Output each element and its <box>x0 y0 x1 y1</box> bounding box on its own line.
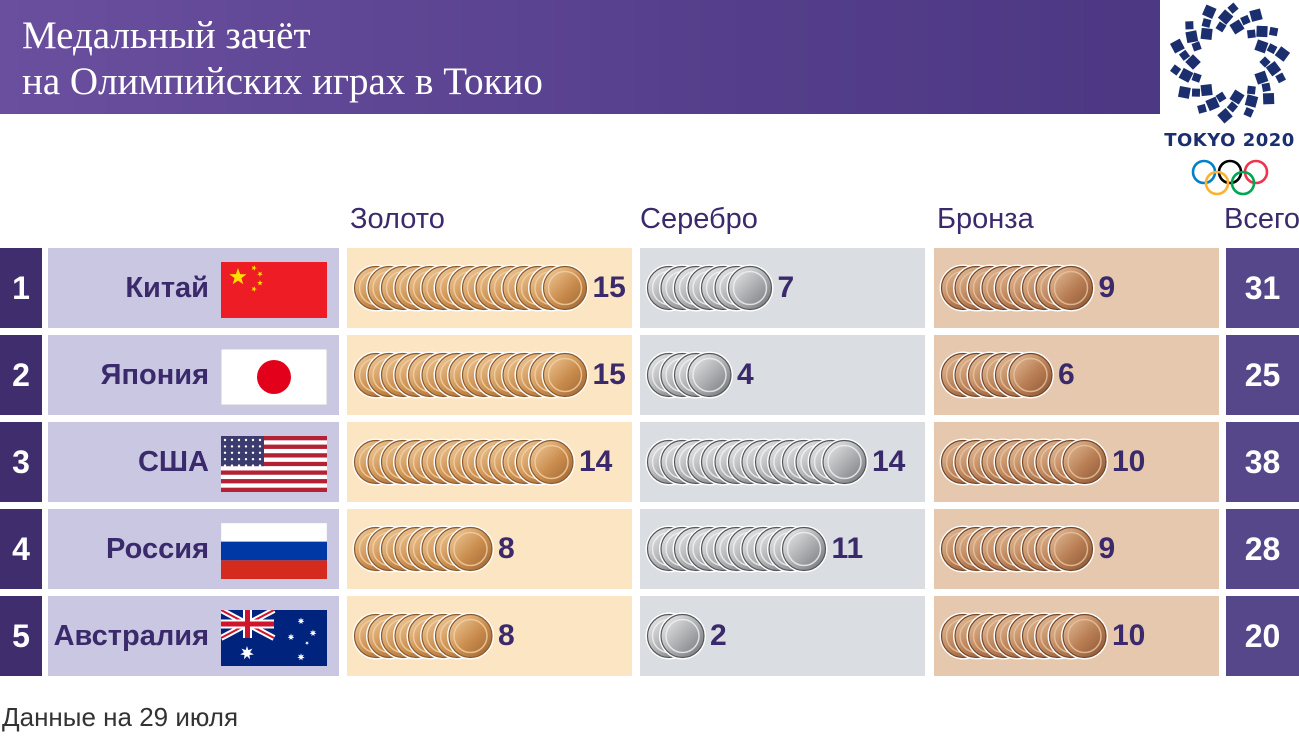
column-header-silver: Серебро <box>640 203 758 235</box>
bronze-count: 9 <box>1098 532 1116 565</box>
australia-flag-icon <box>221 610 327 666</box>
bronze-medal <box>1061 438 1108 486</box>
silver-cell: 11 <box>640 509 925 589</box>
total-cell: 31 <box>1226 248 1299 328</box>
silver-cell: 14 <box>640 422 925 502</box>
silver-count: 2 <box>710 619 727 652</box>
gold-medal-stack <box>352 525 494 573</box>
bronze-cell: 6 <box>934 335 1219 415</box>
total-cell: 20 <box>1226 596 1299 676</box>
country-name: Япония <box>100 358 209 391</box>
total-cell: 28 <box>1226 509 1299 589</box>
silver-medal-stack <box>645 525 828 573</box>
bronze-cell: 10 <box>934 596 1219 676</box>
country-name: Китай <box>125 271 209 304</box>
bronze-count: 10 <box>1112 619 1146 652</box>
bronze-medal-stack <box>939 351 1054 399</box>
silver-count: 4 <box>737 358 754 391</box>
gold-count: 8 <box>498 619 515 652</box>
silver-medal-stack <box>645 264 774 312</box>
gold-medal <box>541 351 589 399</box>
bronze-medal-stack <box>939 525 1095 573</box>
gold-medal <box>541 264 589 312</box>
country-cell: Китай <box>48 248 339 328</box>
country-name: Австралия <box>53 619 209 652</box>
bronze-cell: 9 <box>934 509 1219 589</box>
bronze-medal <box>1047 264 1095 312</box>
silver-medal-stack <box>645 351 733 399</box>
silver-medal <box>780 525 828 573</box>
gold-cell: 15 <box>347 335 632 415</box>
russia-flag-icon <box>221 523 327 579</box>
gold-cell: 8 <box>347 596 632 676</box>
silver-cell: 7 <box>640 248 925 328</box>
gold-count: 15 <box>592 358 626 391</box>
silver-medal <box>686 351 733 399</box>
country-cell: США <box>48 422 339 502</box>
column-header-bronze: Бронза <box>937 203 1034 235</box>
silver-count: 11 <box>831 532 864 565</box>
gold-cell: 8 <box>347 509 632 589</box>
tokyo-2020-emblem-icon <box>1169 2 1291 124</box>
gold-medal-stack <box>352 351 589 399</box>
rank-cell: 4 <box>0 509 42 589</box>
silver-count: 14 <box>872 445 906 478</box>
bronze-cell: 10 <box>934 422 1219 502</box>
gold-cell: 15 <box>347 248 632 328</box>
bronze-medal <box>1061 612 1108 660</box>
country-name: Россия <box>106 532 209 565</box>
china-flag-icon <box>221 262 327 318</box>
silver-cell: 2 <box>640 596 925 676</box>
bronze-medal-stack <box>939 612 1108 660</box>
bronze-medal <box>1047 525 1095 573</box>
bronze-count: 6 <box>1058 358 1075 391</box>
gold-medal-stack <box>352 438 575 486</box>
logo-text: TOKYO 2020 <box>1164 130 1295 151</box>
gold-count: 8 <box>498 532 515 565</box>
rank-cell: 3 <box>0 422 42 502</box>
silver-medal-stack <box>645 612 706 660</box>
country-cell: Россия <box>48 509 339 589</box>
silver-medal-stack <box>645 438 868 486</box>
page-title-line2: на Олимпийских играх в Токио <box>22 60 543 103</box>
country-cell: Австралия <box>48 596 339 676</box>
header-banner: Медальный зачёт на Олимпийских играх в Т… <box>0 0 1299 114</box>
total-cell: 38 <box>1226 422 1299 502</box>
silver-medal <box>821 438 868 486</box>
bronze-medal-stack <box>939 264 1095 312</box>
gold-count: 14 <box>579 445 613 478</box>
silver-cell: 4 <box>640 335 925 415</box>
bronze-medal-stack <box>939 438 1108 486</box>
silver-medal <box>659 612 706 660</box>
gold-medal <box>447 525 494 573</box>
tokyo-2020-logo: TOKYO 2020 <box>1160 0 1299 200</box>
gold-medal-stack <box>352 612 494 660</box>
country-name: США <box>137 445 209 478</box>
footnote: Данные на 29 июля <box>2 702 239 732</box>
country-cell: Япония <box>48 335 339 415</box>
bronze-count: 10 <box>1112 445 1146 478</box>
gold-medal <box>528 438 575 486</box>
gold-cell: 14 <box>347 422 632 502</box>
page-title-line1: Медальный зачёт <box>22 14 311 57</box>
column-header-total: Всего <box>1224 203 1299 235</box>
silver-medal <box>726 264 774 312</box>
olympic-rings-icon <box>1191 159 1269 196</box>
rank-cell: 2 <box>0 335 42 415</box>
rank-cell: 5 <box>0 596 42 676</box>
bronze-count: 9 <box>1098 271 1116 304</box>
column-header-gold: Золото <box>350 203 445 235</box>
bronze-medal <box>1007 351 1054 399</box>
gold-medal-stack <box>352 264 589 312</box>
total-cell: 25 <box>1226 335 1299 415</box>
silver-count: 7 <box>777 271 795 304</box>
usa-flag-icon <box>221 436 327 492</box>
gold-count: 15 <box>592 271 626 304</box>
rank-cell: 1 <box>0 248 42 328</box>
gold-medal <box>447 612 494 660</box>
bronze-cell: 9 <box>934 248 1219 328</box>
japan-flag-icon <box>221 349 327 405</box>
